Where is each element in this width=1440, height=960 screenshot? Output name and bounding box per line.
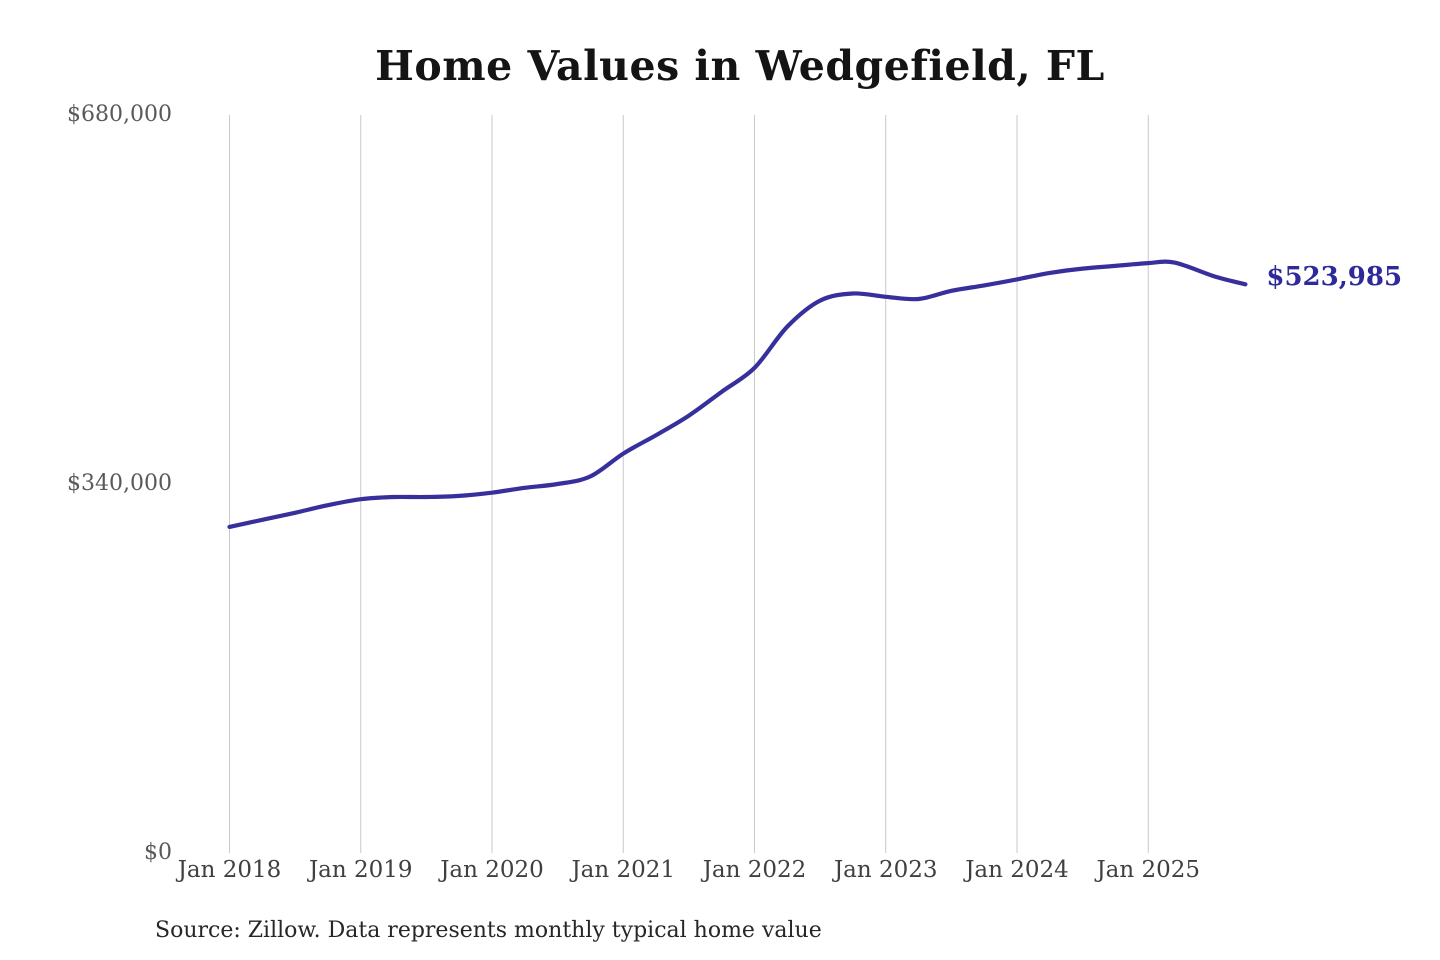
y-tick-label-340000: $340,000 <box>67 471 172 496</box>
y-tick-label-0: $0 <box>144 840 172 865</box>
x-tick-label-2024: Jan 2024 <box>965 857 1069 883</box>
x-tick-label-2023: Jan 2023 <box>833 857 938 883</box>
latest-value-label: $523,985 <box>1266 262 1403 293</box>
chart-title: Home Values in Wedgefield, FL <box>375 42 1105 90</box>
x-tick-label-2021: Jan 2021 <box>571 857 676 883</box>
x-tick-label-2020: Jan 2020 <box>440 857 544 883</box>
vertical-gridlines <box>229 115 1149 853</box>
x-tick-label-2022: Jan 2022 <box>702 857 807 883</box>
y-tick-label-680000: $680,000 <box>67 102 172 127</box>
home-value-line <box>227 259 1248 529</box>
source-note: Source: Zillow. Data represents monthly … <box>155 918 822 943</box>
x-tick-label-2018: Jan 2018 <box>177 857 282 883</box>
x-tick-label-2019: Jan 2019 <box>308 857 413 883</box>
x-tick-label-2025: Jan 2025 <box>1096 857 1201 883</box>
